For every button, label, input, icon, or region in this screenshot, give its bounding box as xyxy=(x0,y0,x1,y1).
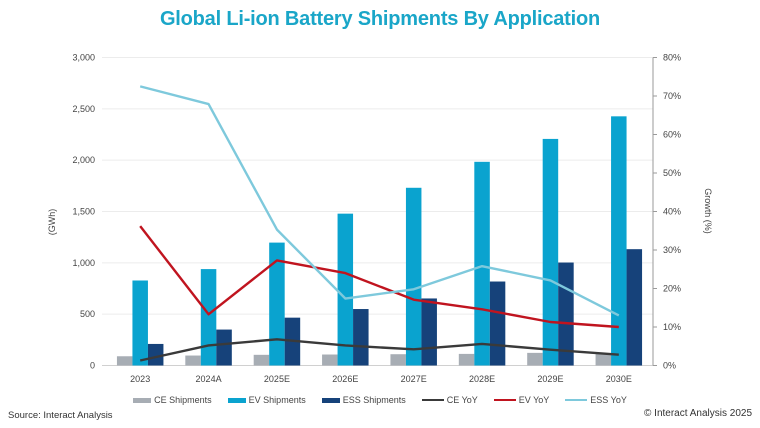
x-tick-label: 2028E xyxy=(469,374,495,384)
legend-swatch xyxy=(227,397,246,403)
bar-ce-shipments xyxy=(253,354,270,366)
bar-ess-shipments xyxy=(558,262,574,366)
legend-swatch xyxy=(321,397,340,403)
legend-swatch xyxy=(493,399,516,401)
x-tick-label: 2023 xyxy=(130,374,150,384)
y-tick-label: 2,500 xyxy=(72,104,95,114)
y2-tick-label: 80% xyxy=(663,53,681,63)
y-tick-label: 3,000 xyxy=(72,53,95,63)
legend-swatch xyxy=(133,397,152,403)
legend-label: EV Shipments xyxy=(248,395,306,405)
legend-swatch xyxy=(421,399,444,401)
bar-ce-shipments xyxy=(458,353,475,366)
bar-ev-shipments xyxy=(337,213,354,366)
legend-label: ESS Shipments xyxy=(342,395,406,405)
source-note: Source: Interact Analysis xyxy=(8,410,113,421)
legend-item: CE Shipments xyxy=(133,395,212,405)
y-tick-label: 2,000 xyxy=(72,155,95,165)
lines xyxy=(139,85,620,362)
bar-ce-shipments xyxy=(527,352,543,366)
bar-ess-shipments xyxy=(421,298,437,366)
bar-ev-shipments xyxy=(405,187,422,366)
y2-tick-label: 20% xyxy=(663,284,681,294)
y-tick-label: 0 xyxy=(90,361,95,371)
bar-ess-shipments xyxy=(626,249,643,366)
y-tick-label: 1,500 xyxy=(72,207,95,217)
line-ess-yoy xyxy=(139,85,620,317)
legend-label: ESS YoY xyxy=(590,395,627,405)
y-axis-right: 0% 10% 20% 30% 40% 50% 60% 70% 80% xyxy=(652,53,681,371)
legend-label: EV YoY xyxy=(518,395,550,405)
bar-ev-shipments xyxy=(269,242,285,366)
x-tick-label: 2026E xyxy=(332,374,358,384)
y2-tick-label: 40% xyxy=(663,207,681,217)
legend-item: CE YoY xyxy=(421,395,478,405)
legend-swatch xyxy=(565,399,588,401)
y2-tick-label: 30% xyxy=(663,245,681,255)
x-tick-label: 2024A xyxy=(196,374,222,384)
bars xyxy=(116,116,643,366)
legend-label: CE YoY xyxy=(446,395,478,405)
y-tick-label: 500 xyxy=(80,309,95,319)
bar-ess-shipments xyxy=(147,343,164,366)
y2-tick-label: 50% xyxy=(663,168,681,178)
bar-ce-shipments xyxy=(185,355,201,366)
legend-label: CE Shipments xyxy=(154,395,212,405)
legend-item: ESS YoY xyxy=(565,395,627,405)
bar-ce-shipments xyxy=(595,353,612,366)
x-tick-label: 2030E xyxy=(606,374,632,384)
y2-axis-title: Growth (%) xyxy=(703,188,713,234)
bar-ev-shipments xyxy=(132,280,148,366)
y-axis-left: 0 500 1,000 1,500 2,000 2,500 3,000 xyxy=(72,53,95,371)
bar-ess-shipments xyxy=(353,309,369,366)
x-tick-label: 2029E xyxy=(537,374,563,384)
legend-item: ESS Shipments xyxy=(321,395,406,405)
legend-item: EV YoY xyxy=(493,395,550,405)
x-tick-label: 2027E xyxy=(401,374,427,384)
bar-ce-shipments xyxy=(116,356,133,366)
y2-tick-label: 0% xyxy=(663,361,676,371)
line-ev-yoy xyxy=(139,225,619,329)
bar-ce-shipments xyxy=(390,354,406,366)
bar-ess-shipments xyxy=(216,329,232,366)
bar-ess-shipments xyxy=(489,281,506,366)
y-axis-title: (GWh) xyxy=(47,209,57,236)
chart-title: Global Li-ion Battery Shipments By Appli… xyxy=(159,8,601,30)
y-tick-label: 1,000 xyxy=(72,258,95,268)
line-ce-yoy xyxy=(139,338,619,362)
bar-ev-shipments xyxy=(611,116,627,366)
bar-ev-shipments xyxy=(200,269,217,366)
bar-ev-shipments xyxy=(474,161,490,366)
y2-tick-label: 60% xyxy=(663,130,681,140)
y2-tick-label: 70% xyxy=(663,91,681,101)
y2-tick-label: 10% xyxy=(663,322,681,332)
x-tick-label: 2025E xyxy=(264,374,290,384)
bar-ev-shipments xyxy=(542,138,559,366)
copyright-note: © Interact Analysis 2025 xyxy=(644,408,752,419)
legend: CE Shipments EV Shipments ESS Shipments CE … xyxy=(0,395,760,405)
legend-item: EV Shipments xyxy=(227,395,306,405)
bar-ce-shipments xyxy=(322,354,338,366)
x-axis: 2023 2024A 2025E 2026E 2027E 2028E 2029E 2030E xyxy=(130,374,632,384)
